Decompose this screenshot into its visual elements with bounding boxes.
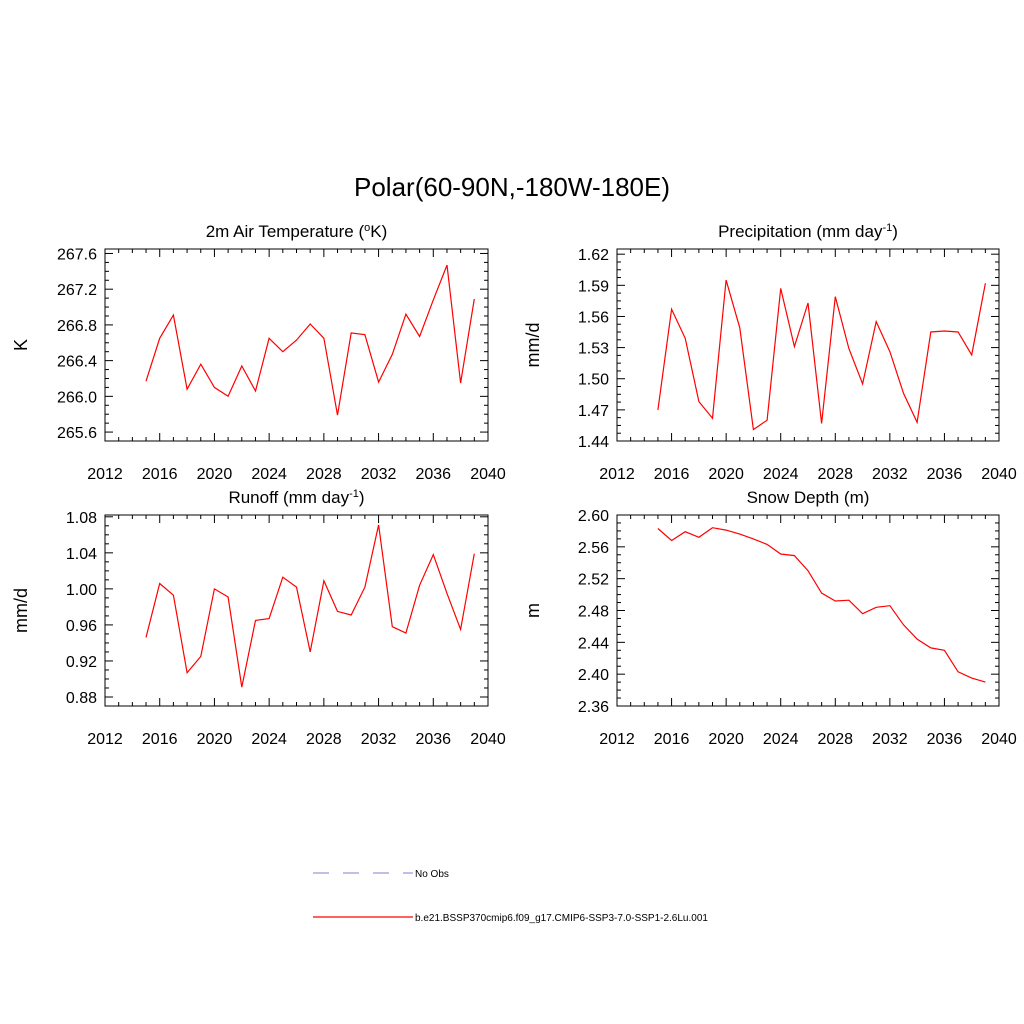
runoff-x-tick-label: 2040 xyxy=(470,731,506,748)
precipitation-y-tick-label: 1.53 xyxy=(578,341,609,358)
legend-obs-label: No Obs xyxy=(415,869,449,880)
runoff-series-line xyxy=(145,524,475,688)
temperature-x-tick-label: 2036 xyxy=(415,466,451,483)
temperature-x-tick-label: 2024 xyxy=(251,466,287,483)
snow-depth-x-tick-label: 2028 xyxy=(817,731,853,748)
temperature-panel-title: 2m Air Temperature (oK) xyxy=(206,222,388,241)
snow-depth-x-tick-label: 2012 xyxy=(599,731,635,748)
snow-depth-x-tick-label: 2016 xyxy=(654,731,690,748)
precipitation-x-tick-label: 2012 xyxy=(599,466,635,483)
snow-depth-chart: 2012 2016 2020 2024 2028 2032 2036 2040 2.36 2.40… xyxy=(523,488,1017,748)
precipitation-x-tick-label: 2020 xyxy=(708,466,744,483)
temperature-panel-title-sup: o xyxy=(364,222,370,234)
temperature-x-tick-label: 2028 xyxy=(306,466,342,483)
legend-model-label: b.e21.BSSP370cmip6.f09_g17.CMIP6-SSP3-7.… xyxy=(415,913,708,924)
snow-depth-y-tick-label: 2.56 xyxy=(578,540,609,557)
precipitation-y-tick-label: 1.56 xyxy=(578,309,609,326)
temperature-y-tick-label: 266.0 xyxy=(57,389,97,406)
runoff-y-tick-label: 1.08 xyxy=(66,510,97,527)
precipitation-panel-title-sup: -1 xyxy=(882,222,892,234)
temperature-y-tick-label: 267.6 xyxy=(57,246,97,263)
precipitation-y-tick-label: 1.62 xyxy=(578,247,609,264)
temperature-panel-title-main: 2m Air Temperature ( xyxy=(206,222,365,241)
temperature-panel-title-tail: K) xyxy=(370,222,387,241)
runoff-chart: 2012 2016 2020 2024 2028 2032 2036 2040 0.88 0.92… xyxy=(11,488,506,748)
precipitation-x-tick-label: 2028 xyxy=(817,466,853,483)
temperature-y-tick-label: 266.8 xyxy=(57,318,97,335)
runoff-y-tick-label: 0.88 xyxy=(66,690,97,707)
temperature-plot-frame xyxy=(104,248,489,442)
runoff-x-tick-label: 2032 xyxy=(361,731,397,748)
precipitation-x-tick-label: 2024 xyxy=(763,466,799,483)
runoff-y-tick-label: 1.04 xyxy=(66,546,97,563)
runoff-y-tick-label: 0.96 xyxy=(66,618,97,635)
runoff-x-tick-label: 2024 xyxy=(251,731,287,748)
precipitation-y-axis-label: mm/d xyxy=(523,323,543,368)
snow-depth-panel-title-main: Snow Depth (m) xyxy=(747,488,870,507)
precipitation-y-tick-label: 1.50 xyxy=(578,372,609,389)
snow-depth-y-tick-label: 2.40 xyxy=(578,667,609,684)
runoff-y-tick-label: 0.92 xyxy=(66,654,97,671)
precipitation-chart: 2012 2016 2020 2024 2028 2032 2036 2040 1.44 1.47… xyxy=(523,222,1017,483)
snow-depth-x-tick-label: 2036 xyxy=(927,731,963,748)
temperature-x-tick-label: 2032 xyxy=(361,466,397,483)
snow-depth-x-tick-label: 2032 xyxy=(872,731,908,748)
temperature-y-tick-label: 266.4 xyxy=(57,354,97,371)
runoff-panel-title-sup: -1 xyxy=(349,488,359,500)
temperature-chart: 2012 2016 2020 2024 2028 2032 2036 2040 265.6 266… xyxy=(11,222,506,483)
temperature-x-tick-label: 2012 xyxy=(87,466,123,483)
runoff-panel-title-main: Runoff (mm day xyxy=(228,488,349,507)
runoff-y-axis-label: mm/d xyxy=(11,588,31,633)
temperature-y-axis-label: K xyxy=(11,339,31,351)
runoff-x-tick-label: 2016 xyxy=(142,731,178,748)
temperature-series-line xyxy=(145,264,475,416)
precipitation-x-tick-label: 2016 xyxy=(654,466,690,483)
runoff-x-tick-label: 2020 xyxy=(197,731,233,748)
snow-depth-series-line xyxy=(657,527,986,683)
snow-depth-y-axis-label: m xyxy=(523,603,543,618)
snow-depth-y-tick-label: 2.44 xyxy=(578,635,609,652)
snow-depth-panel-title: Snow Depth (m) xyxy=(747,488,870,507)
snow-depth-x-tick-label: 2040 xyxy=(981,731,1017,748)
precipitation-panel-title-main: Precipitation (mm day xyxy=(718,222,883,241)
precipitation-plot-frame xyxy=(616,248,1000,442)
precipitation-panel-title-tail: ) xyxy=(892,222,898,241)
temperature-y-tick-label: 267.2 xyxy=(57,282,97,299)
snow-depth-y-tick-label: 2.60 xyxy=(578,508,609,525)
snow-depth-y-tick-label: 2.52 xyxy=(578,572,609,589)
snow-depth-x-tick-label: 2020 xyxy=(708,731,744,748)
temperature-x-tick-label: 2040 xyxy=(470,466,506,483)
snow-depth-y-tick-label: 2.36 xyxy=(578,699,609,716)
snow-depth-x-tick-label: 2024 xyxy=(763,731,799,748)
precipitation-y-tick-label: 1.44 xyxy=(578,434,609,451)
chart-panels: 2012 2016 2020 2024 2028 2032 2036 2040 265.6 266… xyxy=(11,222,1017,748)
precipitation-y-tick-label: 1.59 xyxy=(578,278,609,295)
temperature-x-tick-label: 2020 xyxy=(197,466,233,483)
precipitation-x-tick-label: 2036 xyxy=(927,466,963,483)
precipitation-x-tick-label: 2040 xyxy=(981,466,1017,483)
runoff-panel-title: Runoff (mm day-1) xyxy=(228,488,364,507)
runoff-panel-title-tail: ) xyxy=(359,488,365,507)
precipitation-y-tick-label: 1.47 xyxy=(578,403,609,420)
precipitation-panel-title: Precipitation (mm day-1) xyxy=(718,222,898,241)
snow-depth-plot-frame xyxy=(616,514,1000,707)
temperature-x-tick-label: 2016 xyxy=(142,466,178,483)
runoff-x-tick-label: 2028 xyxy=(306,731,342,748)
precipitation-x-tick-label: 2032 xyxy=(872,466,908,483)
legend: No Obs b.e21.BSSP370cmip6.f09_g17.CMIP6-… xyxy=(313,869,708,924)
precipitation-series-line xyxy=(657,279,986,431)
figure-title: Polar(60-90N,-180W-180E) xyxy=(354,172,670,202)
runoff-y-tick-label: 1.00 xyxy=(66,582,97,599)
runoff-plot-frame xyxy=(104,514,489,707)
temperature-y-tick-label: 265.6 xyxy=(57,425,97,442)
runoff-x-tick-label: 2036 xyxy=(415,731,451,748)
snow-depth-y-tick-label: 2.48 xyxy=(578,604,609,621)
runoff-x-tick-label: 2012 xyxy=(87,731,123,748)
